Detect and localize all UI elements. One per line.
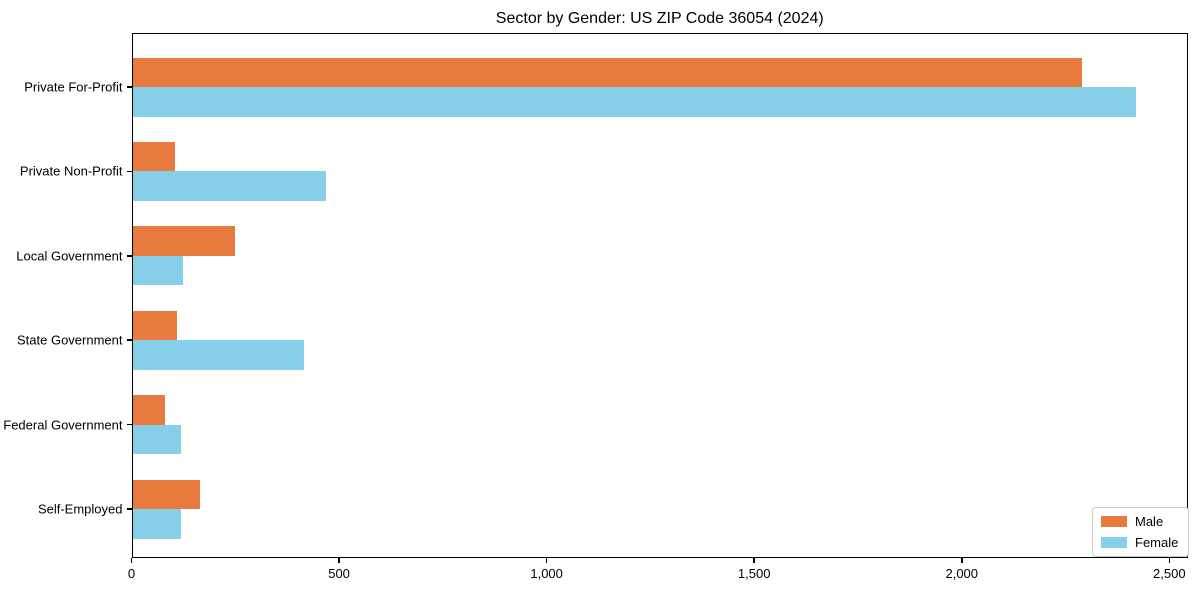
x-tick-mark (753, 558, 755, 563)
legend-label-male: Male (1135, 514, 1164, 529)
x-tick-label: 500 (328, 566, 350, 581)
bar-female-1 (131, 171, 326, 201)
y-tick-mark (126, 339, 132, 341)
bar-male-2 (131, 226, 236, 256)
bar-female-2 (131, 255, 183, 286)
legend-row-female: Female (1101, 535, 1178, 550)
legend: Male Female (1092, 507, 1190, 557)
y-tick-label: Self-Employed (37, 501, 123, 517)
y-tick-label: State Government (17, 332, 123, 348)
y-tick-label: Private For-Profit (24, 79, 123, 95)
y-tick-label: Local Government (16, 248, 123, 264)
y-tick-mark (126, 86, 132, 88)
x-tick-label: 2,500 (1153, 566, 1186, 581)
legend-swatch-male (1101, 516, 1127, 527)
legend-row-male: Male (1101, 514, 1178, 529)
x-tick-mark (130, 558, 133, 563)
x-tick-label: 1,500 (737, 566, 771, 581)
bar-female-4 (131, 424, 181, 455)
x-tick-mark (961, 558, 963, 563)
bar-female-3 (131, 340, 304, 370)
x-tick-mark (545, 558, 548, 563)
legend-swatch-female (1101, 537, 1127, 548)
x-tick-mark (338, 558, 340, 563)
y-tick-label: Federal Government (3, 417, 123, 433)
bar-female-0 (131, 87, 1137, 117)
x-tick-label: 2,000 (945, 566, 979, 581)
bar-male-4 (131, 395, 165, 425)
legend-label-female: Female (1135, 535, 1179, 550)
bar-male-0 (131, 57, 1083, 87)
y-tick-label: Private Non-Profit (19, 163, 123, 179)
y-tick-mark (126, 423, 132, 426)
chart-title: Sector by Gender: US ZIP Code 36054 (202… (495, 10, 824, 27)
plot-frame (131, 33, 1188, 558)
y-tick-mark (126, 255, 132, 257)
bar-male-3 (131, 310, 178, 341)
y-tick-mark (126, 170, 132, 173)
bar-male-1 (131, 141, 176, 172)
y-tick-mark (126, 508, 132, 510)
bar-male-5 (131, 479, 200, 509)
bar-female-5 (131, 509, 182, 539)
x-tick-label: 1,000 (530, 566, 563, 581)
x-tick-label: 0 (127, 566, 136, 581)
x-tick-mark (1168, 558, 1171, 563)
